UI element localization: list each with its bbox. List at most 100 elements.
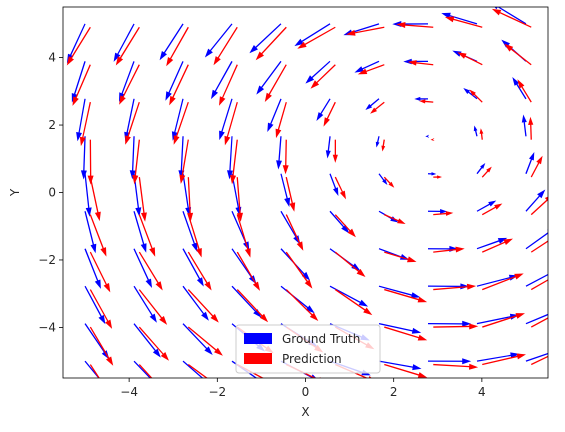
- ground-truth-arrow: [165, 61, 184, 101]
- prediction-arrow: [433, 175, 442, 179]
- prediction-arrow: [433, 211, 454, 216]
- prediction-arrow: [236, 214, 251, 258]
- ground-truth-arrow: [182, 360, 204, 378]
- ground-truth-arrow: [256, 60, 282, 95]
- prediction-arrow: [89, 251, 111, 293]
- prediction-arrow: [179, 139, 189, 184]
- ground-truth-arrow: [129, 136, 136, 180]
- prediction-arrow: [236, 251, 260, 291]
- prediction-arrow: [297, 26, 336, 49]
- ground-truth-arrow: [378, 285, 421, 298]
- ground-truth-arrow: [525, 313, 548, 325]
- prediction-arrow: [370, 101, 385, 114]
- y-tick-label: 2: [48, 118, 56, 132]
- prediction-arrow: [72, 64, 91, 106]
- prediction-arrow: [219, 64, 238, 106]
- ground-truth-arrow: [329, 285, 369, 307]
- ground-truth-arrow: [378, 323, 422, 334]
- prediction-arrow: [481, 203, 503, 216]
- prediction-arrow: [138, 364, 153, 378]
- ground-truth-arrow: [354, 60, 380, 73]
- ground-truth-arrow: [124, 98, 135, 142]
- ground-truth-arrow: [133, 248, 152, 288]
- prediction-arrow: [384, 363, 428, 378]
- prediction-arrow: [407, 60, 434, 66]
- prediction-arrow: [444, 16, 483, 28]
- prediction-arrow: [138, 326, 169, 361]
- ground-truth-arrow: [178, 136, 185, 180]
- prediction-arrow: [275, 102, 287, 139]
- ground-truth-arrow: [133, 173, 142, 217]
- prediction-arrow: [125, 102, 140, 145]
- ground-truth-arrow: [231, 173, 242, 217]
- ground-truth-arrow: [231, 285, 262, 318]
- prediction-arrow: [482, 273, 524, 291]
- prediction-arrow: [482, 238, 513, 253]
- prediction-arrow: [138, 177, 147, 222]
- ground-truth-arrow: [428, 320, 472, 327]
- ground-truth-arrow: [305, 60, 331, 84]
- ground-truth-arrow: [525, 189, 546, 212]
- prediction-arrow: [89, 326, 114, 366]
- prediction-arrow: [285, 177, 296, 212]
- ground-truth-arrow: [463, 88, 478, 100]
- ground-truth-arrow: [329, 173, 339, 196]
- prediction-arrow: [334, 289, 373, 316]
- prediction-arrow: [332, 139, 338, 163]
- prediction-arrow: [87, 139, 94, 185]
- ground-truth-arrow: [113, 23, 135, 62]
- prediction-arrow: [89, 364, 100, 378]
- prediction-arrow: [138, 214, 156, 257]
- y-axis-label: Y: [8, 188, 22, 197]
- ground-truth-arrow: [211, 61, 233, 100]
- legend: Ground Truth Prediction: [235, 324, 381, 374]
- y-tick-label: −4: [38, 320, 56, 334]
- prediction-arrow: [419, 99, 434, 104]
- ground-truth-arrow: [525, 152, 535, 174]
- ground-truth-arrow: [476, 237, 508, 250]
- ground-truth-arrow: [525, 352, 548, 362]
- ground-truth-arrow: [525, 273, 548, 287]
- ground-truth-arrow: [375, 136, 380, 148]
- ground-truth-arrow: [473, 125, 478, 137]
- prediction-arrow: [531, 355, 548, 366]
- prediction-arrow: [433, 246, 465, 253]
- prediction-arrow: [384, 326, 428, 341]
- prediction-arrow: [323, 101, 336, 127]
- prediction-arrow: [264, 64, 287, 102]
- legend-swatch-prediction: [244, 353, 272, 364]
- ground-truth-arrow: [378, 360, 422, 371]
- prediction-arrow: [285, 289, 319, 321]
- ground-truth-arrow: [521, 114, 527, 137]
- ground-truth-arrow: [525, 229, 548, 250]
- prediction-arrow: [132, 139, 140, 185]
- ground-truth-arrow: [267, 98, 282, 132]
- prediction-arrow: [285, 251, 313, 289]
- y-tick-label: −2: [38, 253, 56, 267]
- prediction-arrow: [187, 251, 212, 291]
- ground-truth-arrow: [133, 360, 152, 378]
- prediction-arrow: [383, 176, 395, 188]
- prediction-arrow: [66, 26, 91, 66]
- ground-truth-arrow: [512, 77, 527, 100]
- legend-label-prediction: Prediction: [282, 352, 342, 366]
- prediction-arrow: [89, 214, 107, 257]
- prediction-arrow: [230, 139, 238, 185]
- ground-truth-arrow: [76, 98, 86, 142]
- prediction-arrow: [528, 116, 534, 140]
- ground-truth-arrow: [476, 313, 520, 325]
- ground-truth-arrow: [280, 285, 315, 314]
- ground-truth-arrow: [476, 352, 520, 362]
- ground-truth-arrow: [84, 285, 106, 325]
- x-tick-label: 4: [478, 385, 486, 399]
- prediction-arrow: [115, 26, 140, 66]
- prediction-arrow: [187, 326, 223, 356]
- ground-truth-arrow: [428, 283, 470, 290]
- prediction-arrow: [530, 279, 548, 291]
- prediction-arrow: [457, 52, 483, 66]
- ground-truth-arrow: [182, 248, 204, 287]
- prediction-arrow: [224, 102, 238, 146]
- ground-truth-arrow: [71, 61, 86, 103]
- prediction-arrow: [384, 214, 406, 224]
- x-ticks: −4 −2 0 2 4: [120, 378, 486, 399]
